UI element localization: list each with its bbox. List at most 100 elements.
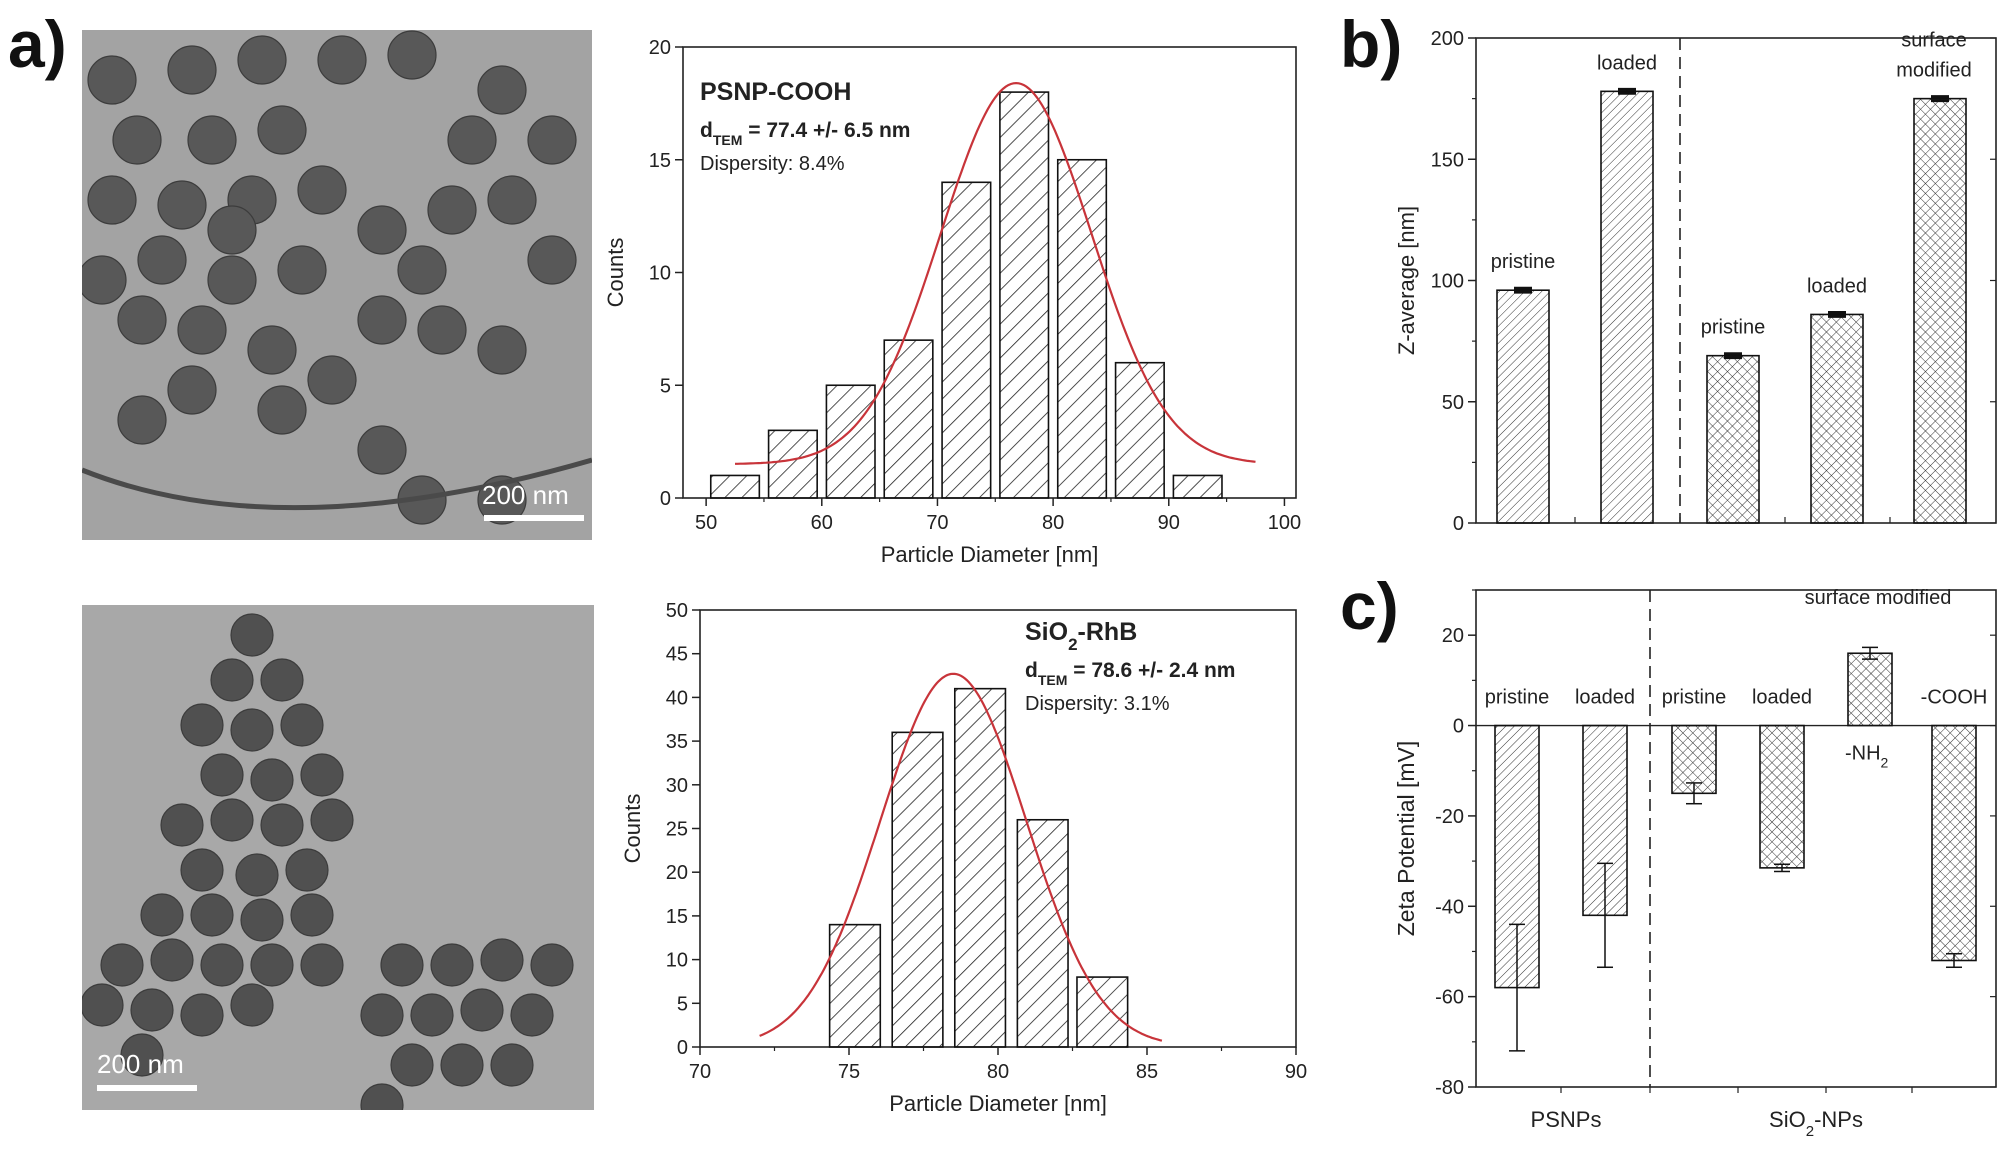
zeta-bar	[1931, 724, 1977, 962]
histogram-bar	[767, 429, 818, 499]
tem-particle	[390, 1043, 434, 1087]
plot-frame	[1475, 589, 1997, 1088]
tem-particle	[157, 180, 207, 230]
tem-particle	[460, 988, 504, 1032]
scale-bar	[97, 1085, 197, 1091]
y-tick-label: 0	[660, 488, 671, 510]
histogram-size-stat: dTEM = 78.6 +/- 2.4 nm	[1025, 659, 1235, 688]
y-tick-label: -40	[1435, 896, 1464, 918]
tem-film-edge	[82, 457, 592, 511]
tem-particle	[210, 658, 254, 702]
histogram-bar	[1016, 818, 1069, 1048]
tem-particle	[247, 325, 297, 375]
x-tick-label: 90	[1158, 512, 1180, 534]
y-tick-label: 45	[666, 644, 688, 666]
tem-particle	[237, 35, 287, 85]
x-tick-label: 90	[1285, 1061, 1307, 1083]
bar-label: loaded	[1807, 275, 1867, 297]
tem-particle	[140, 893, 184, 937]
tem-image-sio2: 200 nm	[82, 605, 594, 1110]
y-tick-label: 40	[666, 687, 688, 709]
tem-particle	[490, 1043, 534, 1087]
histogram-dispersity: Dispersity: 3.1%	[1025, 693, 1170, 715]
tem-particle	[357, 295, 407, 345]
x-tick-label: 60	[811, 512, 833, 534]
bar-label: pristine	[1491, 251, 1555, 273]
tem-particle	[387, 30, 437, 80]
tem-particle	[180, 848, 224, 892]
tem-particle	[200, 753, 244, 797]
tem-particle	[187, 115, 237, 165]
panel-label-a: a)	[8, 7, 67, 81]
group-label: SiO2-NPs	[1769, 1107, 1863, 1140]
y-axis-label: Zeta Potential [mV]	[1393, 741, 1419, 937]
histogram-title: PSNP-COOH	[700, 78, 851, 106]
x-tick-label: 80	[987, 1061, 1009, 1083]
tem-particle	[230, 708, 274, 752]
y-tick-label: 10	[666, 950, 688, 972]
tem-particle	[230, 613, 274, 657]
histogram-bar	[1172, 474, 1223, 499]
tem-image-psnp: 200 nm	[82, 30, 592, 540]
y-axis-label: Z-average [nm]	[1394, 206, 1419, 355]
tem-particle	[310, 798, 354, 842]
y-axis-label: Counts	[603, 238, 628, 308]
zeta-bar	[1494, 724, 1540, 989]
tem-image-psnp-particles: 200 nm	[82, 30, 592, 525]
bar-label: surface	[1901, 30, 1967, 52]
y-tick-label: 150	[1431, 149, 1464, 171]
x-tick-label: 50	[695, 512, 717, 534]
y-tick-label: 20	[1442, 625, 1464, 647]
tem-particle	[235, 853, 279, 897]
tem-particle	[257, 105, 307, 155]
histogram-bar	[1056, 158, 1108, 499]
tem-particle	[317, 35, 367, 85]
tem-particle	[260, 803, 304, 847]
gaussian-fit-line	[759, 672, 1163, 1042]
zeta-bar	[1759, 724, 1805, 869]
surface-modified-label: surface modified	[1805, 587, 1952, 609]
bar-label: loaded	[1575, 687, 1635, 709]
gaussian-fit-line	[735, 81, 1256, 465]
x-tick-label: 75	[838, 1061, 860, 1083]
bar-label: pristine	[1662, 687, 1726, 709]
z-average-bar	[1810, 313, 1864, 524]
nh2-label: -NH2	[1845, 743, 1889, 771]
tem-particle	[527, 235, 577, 285]
histogram-bar	[999, 91, 1050, 499]
x-tick-label: 70	[689, 1061, 711, 1083]
tem-particle	[357, 205, 407, 255]
bar-label: modified	[1896, 60, 1972, 82]
tem-particle	[397, 245, 447, 295]
tem-particle	[480, 938, 524, 982]
z-average-bar	[1913, 97, 1967, 524]
tem-particle	[530, 943, 574, 987]
tem-particle	[440, 1043, 484, 1087]
y-tick-label: 5	[660, 375, 671, 397]
y-tick-label: 20	[666, 862, 688, 884]
panel-label-b: b)	[1340, 7, 1403, 81]
y-tick-label: 15	[666, 906, 688, 928]
scale-bar	[484, 515, 584, 521]
scale-bar-label: 200 nm	[97, 1049, 184, 1079]
y-tick-label: 30	[666, 775, 688, 797]
tem-particle	[357, 425, 407, 475]
tem-particle	[130, 988, 174, 1032]
y-tick-label: 10	[649, 263, 671, 285]
tem-particle	[117, 295, 167, 345]
x-axis-label: Particle Diameter [nm]	[889, 1091, 1107, 1116]
x-tick-label: 70	[926, 512, 948, 534]
tem-particle	[167, 45, 217, 95]
histogram-bar	[825, 384, 876, 499]
histogram-dispersity: Dispersity: 8.4%	[700, 153, 845, 175]
panel-label-c: c)	[1340, 569, 1399, 643]
scale-bar-label: 200 nm	[482, 480, 569, 510]
tem-particle	[160, 803, 204, 847]
tem-particle	[427, 185, 477, 235]
tem-particle	[417, 305, 467, 355]
y-tick-label: 15	[649, 150, 671, 172]
tem-particle	[285, 848, 329, 892]
bar-label: loaded	[1752, 687, 1812, 709]
y-tick-label: 50	[666, 600, 688, 622]
tem-particle	[527, 115, 577, 165]
